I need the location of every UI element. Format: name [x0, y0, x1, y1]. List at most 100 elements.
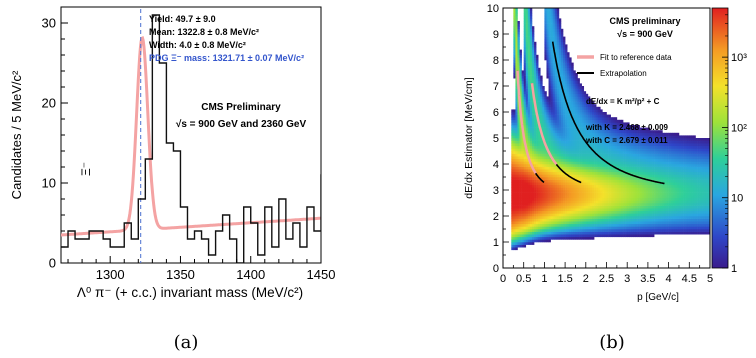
- heatmap-cell: [542, 106, 545, 110]
- heatmap-cell: [666, 145, 669, 149]
- heatmap-cell: [552, 223, 556, 227]
- heatmap-cell: [567, 158, 570, 162]
- heatmap-cell: [569, 75, 572, 79]
- heatmap-cell: [616, 187, 620, 191]
- heatmap-cell: [577, 213, 580, 217]
- heatmap-cell: [531, 104, 535, 108]
- heatmap-cell: [563, 164, 566, 167]
- heatmap-cell: [585, 104, 589, 108]
- heatmap-cell: [560, 78, 564, 82]
- heatmap-cell: [565, 112, 568, 115]
- heatmap-cell: [550, 153, 553, 157]
- heatmap-cell: [623, 171, 626, 175]
- heatmap-cell: [567, 109, 570, 113]
- heatmap-cell: [544, 91, 547, 95]
- heatmap-cell: [587, 184, 591, 188]
- heatmap-cell: [594, 138, 597, 141]
- heatmap-cell: [583, 101, 587, 105]
- heatmap-cell: [587, 197, 591, 201]
- heatmap-cell: [585, 140, 589, 144]
- heatmap-cell: [654, 205, 657, 209]
- heatmap-cell: [552, 34, 556, 37]
- heatmap-cell: [527, 93, 531, 97]
- heatmap-cell: [641, 169, 645, 173]
- heatmap-cell: [560, 125, 564, 128]
- heatmap-cell: [544, 36, 547, 40]
- heatmap-cell: [633, 161, 636, 165]
- heatmap-cell: [585, 184, 589, 188]
- heatmap-cell: [560, 36, 564, 40]
- heatmap-cell: [534, 182, 537, 186]
- heatmap-cell: [639, 148, 642, 152]
- heatmap-cell: [544, 161, 547, 165]
- heatmap-cell: [546, 236, 549, 240]
- heatmap-cell: [525, 182, 529, 186]
- heatmap-cell: [523, 8, 527, 11]
- heatmap-cell: [592, 169, 595, 173]
- heatmap-cell: [623, 203, 626, 206]
- heatmap-cell: [589, 184, 593, 188]
- heatmap-cell: [633, 138, 636, 141]
- heatmap-cell: [641, 145, 645, 149]
- heatmap-cell: [556, 236, 560, 240]
- heatmap-cell: [554, 192, 558, 196]
- heatmap-cell: [527, 203, 531, 206]
- heatmap-cell: [664, 132, 667, 136]
- heatmap-cell: [589, 210, 593, 214]
- heatmap-cell: [600, 135, 603, 139]
- heatmap-cell: [592, 166, 595, 170]
- heatmap-cell: [620, 158, 624, 162]
- heatmap-cell: [513, 8, 516, 11]
- heatmap-cell: [534, 197, 537, 201]
- heatmap-cell: [546, 195, 549, 199]
- heatmap-cell: [567, 54, 570, 58]
- heatmap-cell: [517, 192, 520, 196]
- heatmap-cell: [550, 114, 553, 118]
- heatmap-cell: [604, 197, 607, 201]
- heatmap-cell: [513, 60, 516, 63]
- heatmap-cell: [542, 156, 545, 160]
- heatmap-cell: [592, 210, 595, 214]
- heatmap-cell: [652, 164, 655, 167]
- heatmap-cell: [637, 179, 640, 183]
- heatmap-cell: [560, 205, 564, 209]
- heatmap-cell: [567, 73, 570, 76]
- heatmap-cell: [598, 132, 601, 136]
- heatmap-cell: [600, 177, 603, 180]
- heatmap-cell: [529, 177, 533, 180]
- heatmap-cell: [625, 205, 628, 209]
- heatmap-cell: [556, 57, 560, 61]
- heatmap-cell: [550, 31, 553, 35]
- heatmap-cell: [540, 143, 543, 147]
- heatmap-cell: [513, 179, 516, 183]
- heatmap-cell: [639, 179, 642, 183]
- heatmap-cell: [627, 195, 630, 199]
- heatmap-cell: [643, 203, 647, 206]
- heatmap-cell: [558, 99, 562, 102]
- heatmap-cell: [610, 156, 614, 160]
- heatmap-cell: [563, 127, 566, 131]
- heatmap-cell: [542, 166, 545, 170]
- heatmap-cell: [563, 106, 566, 110]
- heatmap-cell: [683, 208, 686, 212]
- heatmap-cell: [668, 161, 671, 165]
- heatmap-cell: [542, 117, 545, 121]
- heatmap-cell: [565, 236, 568, 240]
- heatmap-cell: [550, 28, 553, 32]
- heatmap-cell: [569, 169, 572, 173]
- heatmap-cell: [581, 208, 585, 212]
- heatmap-cell: [600, 221, 603, 225]
- heatmap-cell: [536, 93, 539, 97]
- heatmap-cell: [550, 234, 553, 238]
- heatmap-cell: [602, 151, 605, 154]
- heatmap-cell: [608, 135, 611, 139]
- heatmap-cell: [556, 234, 560, 238]
- heatmap-cell: [656, 190, 659, 193]
- heatmap-cell: [513, 177, 516, 180]
- heatmap-cell: [652, 130, 655, 134]
- heatmap-cell: [662, 184, 665, 188]
- heatmap-cell: [618, 192, 622, 196]
- heatmap-cell: [523, 166, 527, 170]
- heatmap-cell: [527, 47, 531, 50]
- heatmap-cell: [674, 184, 678, 188]
